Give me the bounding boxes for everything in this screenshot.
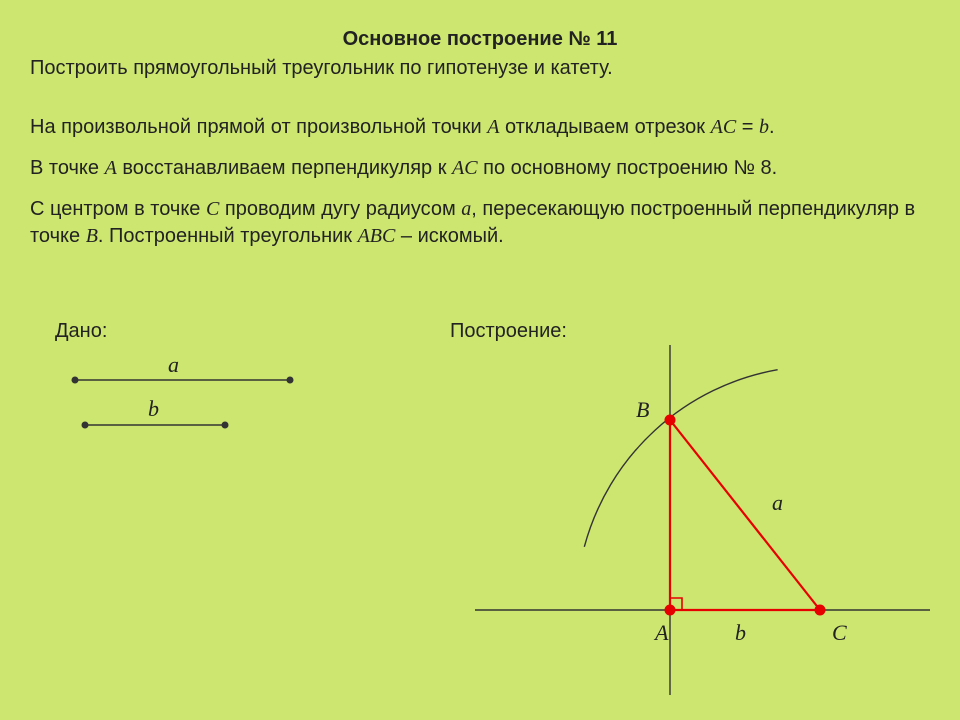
point-c xyxy=(815,605,826,616)
triangle-side-bc xyxy=(670,420,820,610)
given-b-endpoint-1 xyxy=(82,422,89,429)
given-a-endpoint-2 xyxy=(287,377,294,384)
diagram: abACBab xyxy=(0,0,960,720)
label-c-point: C xyxy=(832,620,847,645)
given-a-label: a xyxy=(168,352,179,377)
label-side-a: a xyxy=(772,490,783,515)
given-a-endpoint-1 xyxy=(72,377,79,384)
point-b xyxy=(665,415,676,426)
given-b-endpoint-2 xyxy=(222,422,229,429)
point-a xyxy=(665,605,676,616)
label-b-point: B xyxy=(636,397,649,422)
given-b-label: b xyxy=(148,396,159,421)
label-side-b: b xyxy=(735,620,746,645)
label-a-point: A xyxy=(653,620,669,645)
